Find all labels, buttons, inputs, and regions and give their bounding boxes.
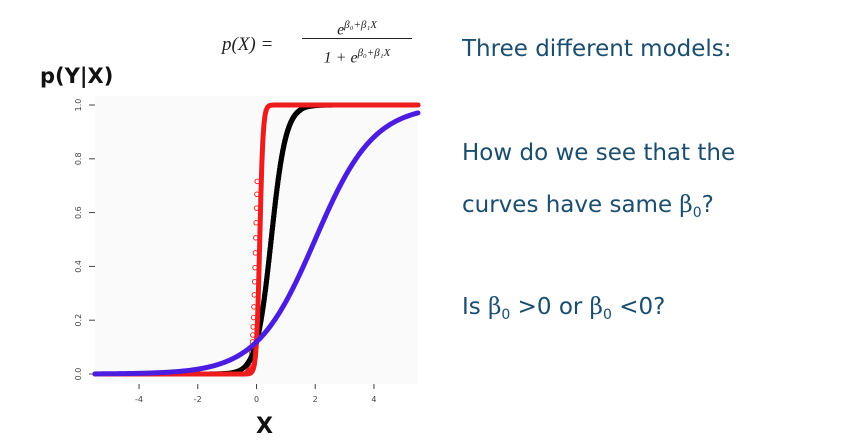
x-axis-title: X: [256, 414, 273, 439]
models-heading: Three different models:: [462, 36, 732, 62]
question-line-2: curves have same β0?: [462, 192, 714, 221]
denominator-prefix: 1 + e: [323, 49, 358, 67]
y-tick-label: 0.0: [74, 368, 83, 381]
question-line-1: How do we see that the: [462, 140, 736, 166]
beta-symbol: β: [589, 294, 603, 320]
denominator-exponent: β₀+β₁X: [357, 47, 391, 59]
x-tick-label: 2: [313, 395, 318, 404]
y-axis-title: p(Y|X): [40, 64, 114, 88]
formula-numerator: eβ₀+β₁X: [302, 14, 412, 39]
blue-series-line: [92, 110, 421, 377]
logistic-formula: p(X) = eβ₀+β₁X 1 + eβ₀+β₁X: [222, 14, 412, 70]
y-tick-label: 0.6: [74, 206, 83, 219]
formula-lhs: p(X) =: [222, 34, 274, 55]
question-line-3-mid: >0 or: [510, 294, 590, 320]
question-mark: ?: [701, 192, 714, 218]
question-line-2-text: curves have same: [462, 192, 680, 218]
numerator-exponent: β₀+β₁X: [344, 19, 377, 31]
y-tick-label: 0.4: [74, 260, 83, 273]
beta-symbol: β: [488, 294, 502, 320]
x-tick-label: -4: [135, 395, 143, 404]
beta-subscript: 0: [602, 307, 612, 323]
x-tick-label: 0: [254, 395, 259, 404]
x-tick-label: -2: [194, 395, 202, 404]
formula-denominator: 1 + eβ₀+β₁X: [302, 42, 412, 67]
beta-symbol: β: [679, 192, 693, 218]
x-tick-label: 4: [371, 395, 376, 404]
beta-subscript: 0: [692, 205, 702, 221]
y-tick-label: 0.2: [74, 314, 83, 327]
beta-subscript: 0: [501, 307, 511, 323]
numerator-base: e: [337, 21, 345, 39]
y-tick-label: 0.8: [74, 152, 83, 165]
y-tick-label: 1.0: [74, 99, 83, 112]
formula-fraction: eβ₀+β₁X 1 + eβ₀+β₁X: [302, 14, 412, 67]
logistic-chart: 0.0 0.2 0.4 0.6 0.8 1.0 -4 -2 0 2 4: [74, 98, 421, 404]
question-line-3-suffix: <0?: [611, 294, 666, 320]
question-line-3: Is β0 >0 or β0 <0?: [462, 294, 665, 323]
question-line-3-prefix: Is: [462, 294, 489, 320]
fraction-bar: [302, 38, 412, 39]
